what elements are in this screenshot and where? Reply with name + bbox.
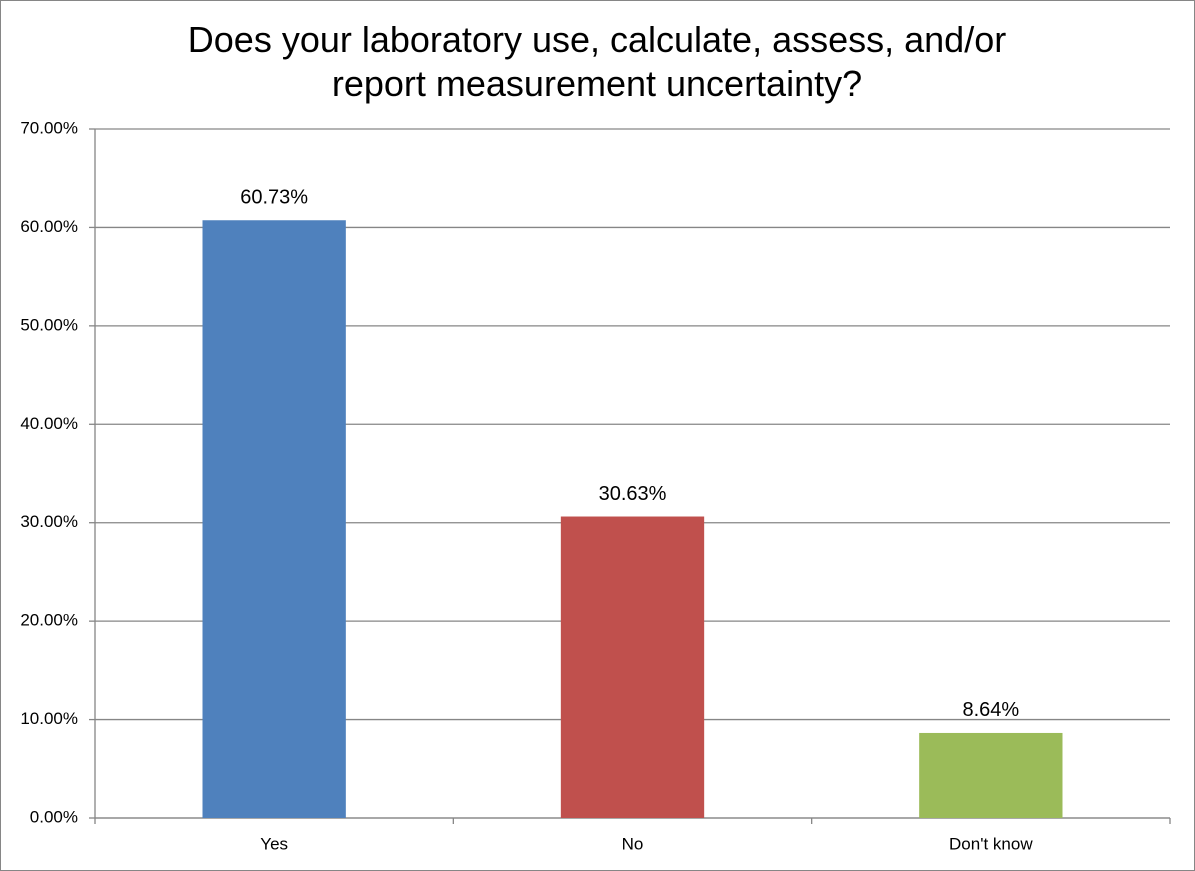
- y-tick-label: 50.00%: [20, 315, 78, 334]
- y-tick-label: 10.00%: [20, 709, 78, 728]
- bar: [919, 732, 1063, 818]
- y-tick-label: 40.00%: [20, 414, 78, 433]
- y-tick-label: 0.00%: [30, 807, 78, 826]
- x-tick-label: No: [622, 834, 644, 853]
- data-label: 8.64%: [962, 699, 1019, 721]
- data-label: 60.73%: [240, 187, 308, 209]
- x-tick-label: Yes: [260, 834, 288, 853]
- x-tick-label: Don't know: [949, 834, 1033, 853]
- data-label: 30.63%: [599, 483, 667, 505]
- bar: [202, 220, 346, 818]
- y-tick-label: 20.00%: [20, 611, 78, 630]
- y-tick-label: 60.00%: [20, 217, 78, 236]
- bar: [560, 516, 705, 818]
- y-tick-label: 70.00%: [20, 118, 78, 137]
- y-tick-label: 30.00%: [20, 512, 78, 531]
- chart-title: Does your laboratory use, calculate, ass…: [187, 19, 1007, 104]
